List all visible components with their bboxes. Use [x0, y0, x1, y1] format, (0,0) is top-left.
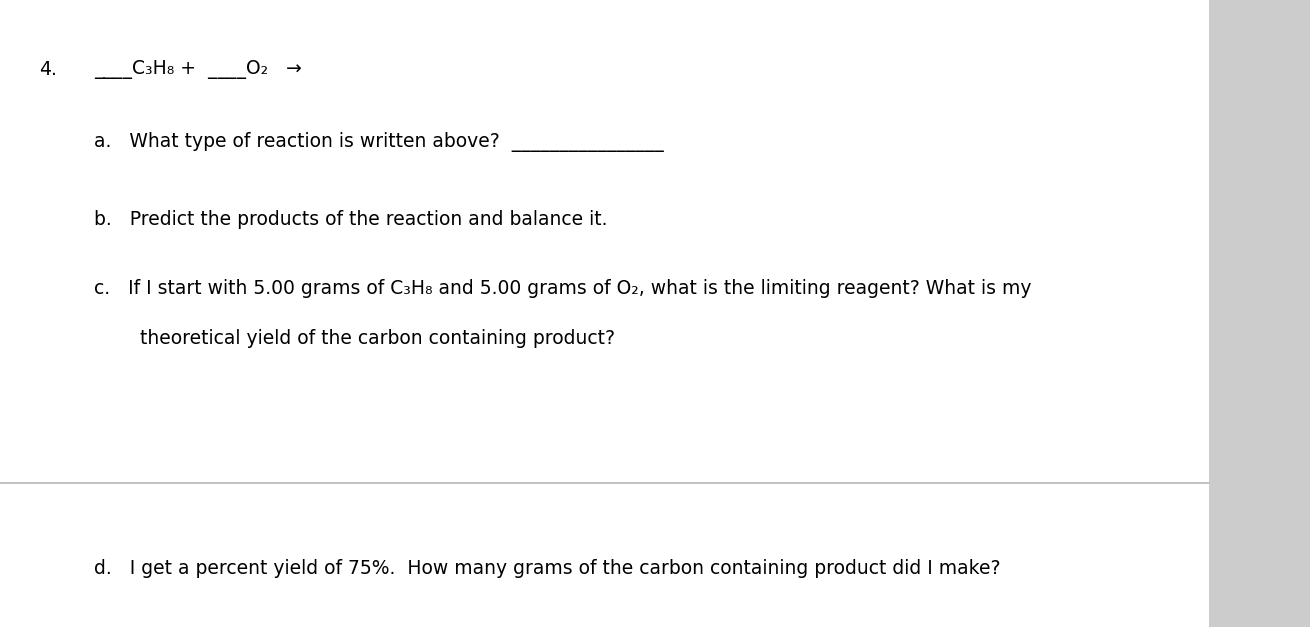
Text: theoretical yield of the carbon containing product?: theoretical yield of the carbon containi… — [140, 329, 616, 348]
Bar — [1209, 0, 1310, 627]
Text: b.   Predict the products of the reaction and balance it.: b. Predict the products of the reaction … — [94, 210, 608, 229]
Text: d.   I get a percent yield of 75%.  How many grams of the carbon containing prod: d. I get a percent yield of 75%. How man… — [94, 559, 1001, 578]
Text: a.   What type of reaction is written above?  ________________: a. What type of reaction is written abov… — [94, 132, 664, 152]
Text: c.   If I start with 5.00 grams of C₃H₈ and 5.00 grams of O₂, what is the limiti: c. If I start with 5.00 grams of C₃H₈ an… — [94, 279, 1032, 298]
Text: ____C₃H₈ +  ____O₂   →: ____C₃H₈ + ____O₂ → — [94, 60, 303, 78]
Text: 4.: 4. — [39, 60, 58, 78]
